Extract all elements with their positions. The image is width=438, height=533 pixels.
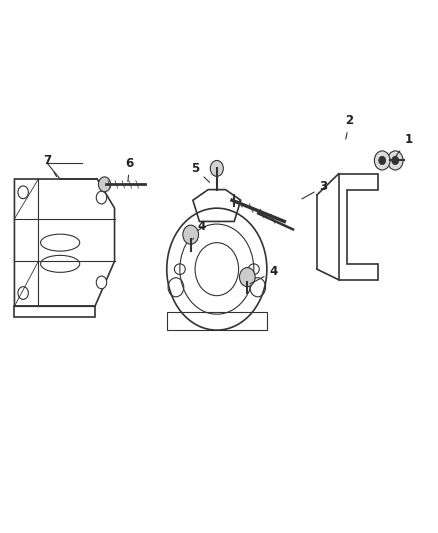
Circle shape — [99, 177, 111, 192]
Circle shape — [96, 191, 107, 204]
Circle shape — [183, 225, 198, 244]
Circle shape — [374, 151, 390, 170]
Text: 2: 2 — [346, 114, 353, 139]
Text: 5: 5 — [191, 162, 210, 182]
Text: 4: 4 — [250, 265, 278, 284]
Circle shape — [240, 268, 255, 287]
Circle shape — [388, 151, 403, 170]
Text: 3: 3 — [302, 181, 328, 199]
Text: 7: 7 — [43, 154, 57, 176]
Text: 6: 6 — [126, 157, 134, 182]
Circle shape — [96, 276, 107, 289]
Circle shape — [379, 156, 386, 165]
Text: 1: 1 — [392, 133, 413, 161]
Circle shape — [18, 287, 28, 300]
Circle shape — [18, 186, 28, 199]
Circle shape — [392, 156, 399, 165]
Circle shape — [210, 160, 223, 176]
Text: 4: 4 — [193, 220, 206, 239]
